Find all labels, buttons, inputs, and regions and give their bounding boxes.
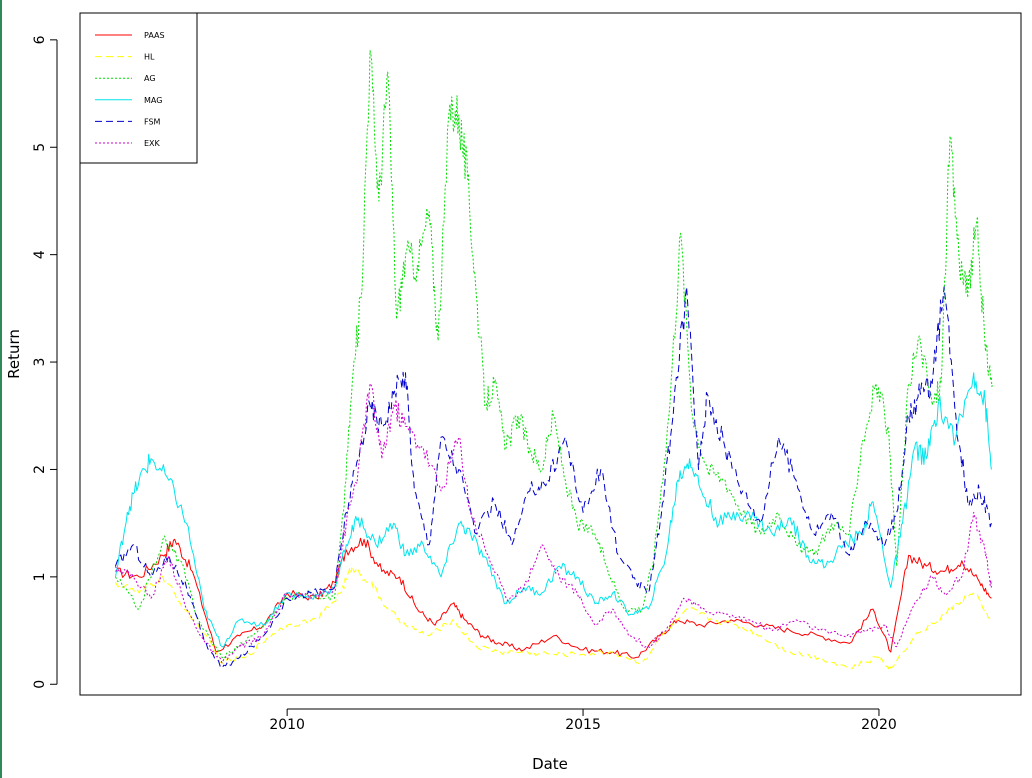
legend-label: HL xyxy=(144,53,155,62)
x-tick-label: 2015 xyxy=(565,717,601,733)
y-tick-label: 0 xyxy=(32,680,48,689)
series-line-mag xyxy=(115,372,992,648)
legend-label: EXK xyxy=(144,139,161,148)
y-tick-label: 2 xyxy=(32,465,48,474)
legend: PAAS HL AG MAG FSM EXK xyxy=(79,12,198,164)
legend-box xyxy=(79,12,198,164)
x-axis-title: Date xyxy=(532,755,568,773)
y-tick-label: 3 xyxy=(32,358,48,367)
window-edge xyxy=(0,0,2,778)
x-tick-label: 2020 xyxy=(861,717,897,733)
series-line-paas xyxy=(115,537,992,659)
legend-label: MAG xyxy=(144,96,162,105)
x-tick-label: 2010 xyxy=(269,717,305,733)
y-tick-label: 5 xyxy=(32,143,48,152)
series-line-exk xyxy=(115,383,992,664)
series-line-fsm xyxy=(115,286,992,669)
series-line-hl xyxy=(115,565,992,670)
legend-label: PAAS xyxy=(144,31,165,40)
y-axis-title: Return xyxy=(5,329,23,379)
y-tick-label: 6 xyxy=(32,35,48,44)
legend-label: FSM xyxy=(144,117,161,126)
y-tick-label: 4 xyxy=(32,250,48,259)
series-line-ag xyxy=(115,50,994,660)
legend-label: AG xyxy=(144,74,156,83)
y-tick-label: 1 xyxy=(32,572,48,581)
plot-frame xyxy=(79,12,1022,696)
